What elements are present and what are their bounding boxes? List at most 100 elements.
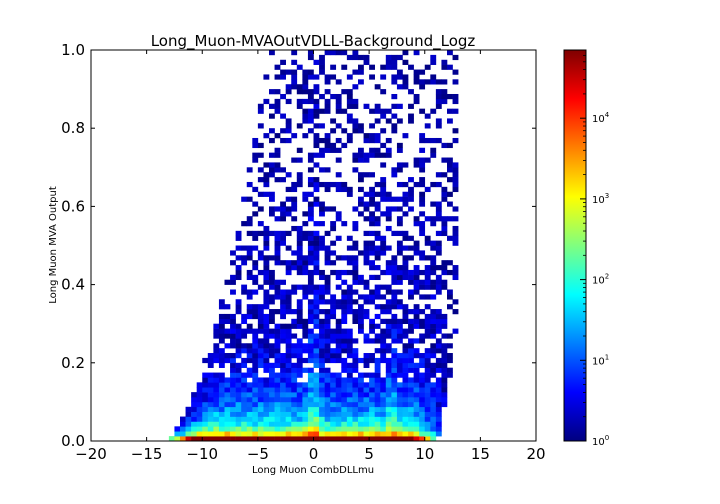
heatmap-cell <box>274 338 281 344</box>
heatmap-cell <box>180 436 186 442</box>
heatmap-cell <box>402 211 409 217</box>
heatmap-cell <box>263 230 270 237</box>
heatmap-cell <box>335 103 342 109</box>
heatmap-cell <box>330 250 337 256</box>
heatmap-cell <box>335 93 342 100</box>
heatmap-cell <box>435 401 442 408</box>
heatmap-cell <box>380 108 387 114</box>
heatmap-cell <box>307 74 314 80</box>
heatmap-cell <box>313 313 320 320</box>
heatmap-cell <box>285 362 292 368</box>
heatmap-cell <box>269 426 275 432</box>
heatmap-cell <box>291 436 298 442</box>
heatmap-cell <box>447 372 453 378</box>
y-axis-ticks: 0.00.20.40.60.81.0 <box>61 41 536 450</box>
heatmap-cell <box>313 103 320 109</box>
heatmap-cell <box>252 313 259 320</box>
heatmap-cell <box>313 162 320 168</box>
heatmap-cell <box>408 357 414 364</box>
heatmap-cell <box>257 416 264 422</box>
heatmap-cell <box>396 411 403 417</box>
heatmap-cell <box>241 328 248 334</box>
heatmap-cell <box>447 177 453 183</box>
heatmap-cell <box>374 367 381 373</box>
heatmap-cell <box>435 357 442 364</box>
heatmap-cell <box>307 269 314 276</box>
heatmap-cell <box>324 333 331 339</box>
heatmap-cell <box>319 294 325 300</box>
heatmap-cell <box>391 79 398 85</box>
heatmap-cell <box>369 299 375 305</box>
heatmap-cell <box>252 416 259 422</box>
heatmap-cell <box>285 128 292 134</box>
heatmap-cell <box>257 309 264 315</box>
heatmap-cell <box>263 304 270 310</box>
heatmap-cell <box>369 211 375 217</box>
heatmap-cell <box>380 211 387 217</box>
heatmap-cell <box>307 245 314 251</box>
heatmap-cell <box>346 416 353 422</box>
heatmap-cell <box>402 265 409 271</box>
heatmap-cell <box>358 79 364 85</box>
heatmap-cell <box>185 436 192 442</box>
heatmap-cell <box>330 147 337 153</box>
heatmap-cell <box>319 401 325 408</box>
heatmap-cell <box>269 343 275 349</box>
heatmap-cell <box>230 372 236 378</box>
heatmap-cell <box>307 211 314 217</box>
heatmap-cell <box>341 397 348 403</box>
heatmap-cell <box>374 245 381 251</box>
heatmap-cell <box>369 289 375 295</box>
heatmap-cell <box>263 235 270 241</box>
heatmap-cell <box>391 397 398 403</box>
heatmap-cell <box>374 152 381 158</box>
heatmap-cell <box>246 392 253 398</box>
heatmap-cell <box>419 69 426 75</box>
heatmap-cell <box>285 304 292 310</box>
heatmap-cell <box>369 411 375 417</box>
heatmap-cell <box>246 181 253 188</box>
heatmap-cell <box>363 191 370 197</box>
heatmap-cell <box>369 357 375 364</box>
heatmap-cell <box>196 411 203 417</box>
heatmap-cell <box>413 318 420 324</box>
heatmap-cell <box>257 431 264 437</box>
heatmap-cell <box>207 426 214 432</box>
heatmap-cell <box>358 69 364 75</box>
heatmap-cell <box>252 211 259 217</box>
heatmap-cell <box>280 304 286 310</box>
heatmap-cell <box>263 348 270 354</box>
heatmap-cell <box>352 221 359 227</box>
heatmap-cell <box>341 343 348 349</box>
heatmap-cell <box>319 269 325 276</box>
heatmap-cell <box>341 436 348 442</box>
heatmap-cell <box>419 397 426 403</box>
heatmap-cell <box>324 89 331 95</box>
heatmap-cell <box>369 328 375 334</box>
heatmap-cell <box>307 397 314 403</box>
heatmap-cell <box>396 338 403 344</box>
heatmap-cell <box>246 411 253 417</box>
heatmap-cell <box>341 309 348 315</box>
heatmap-cell <box>380 240 387 246</box>
heatmap-cell <box>252 137 259 144</box>
heatmap-cell <box>207 421 214 427</box>
heatmap-cell <box>419 406 426 412</box>
heatmap-cell <box>358 147 364 153</box>
heatmap-cell <box>196 416 203 422</box>
heatmap-cell <box>302 235 309 241</box>
heatmap-cell <box>369 152 375 158</box>
heatmap-cell <box>302 230 309 237</box>
heatmap-cell <box>296 265 303 271</box>
heatmap-cell <box>396 323 403 329</box>
heatmap-cell <box>274 162 281 168</box>
heatmap-cell <box>246 367 253 373</box>
heatmap-cell <box>218 416 225 422</box>
heatmap-cell <box>363 206 370 212</box>
heatmap-cell <box>230 250 236 256</box>
heatmap-cell <box>324 167 331 173</box>
heatmap-cell <box>424 64 431 70</box>
heatmap-cell <box>385 382 392 388</box>
heatmap-cell <box>396 167 403 173</box>
heatmap-cell <box>352 128 359 134</box>
